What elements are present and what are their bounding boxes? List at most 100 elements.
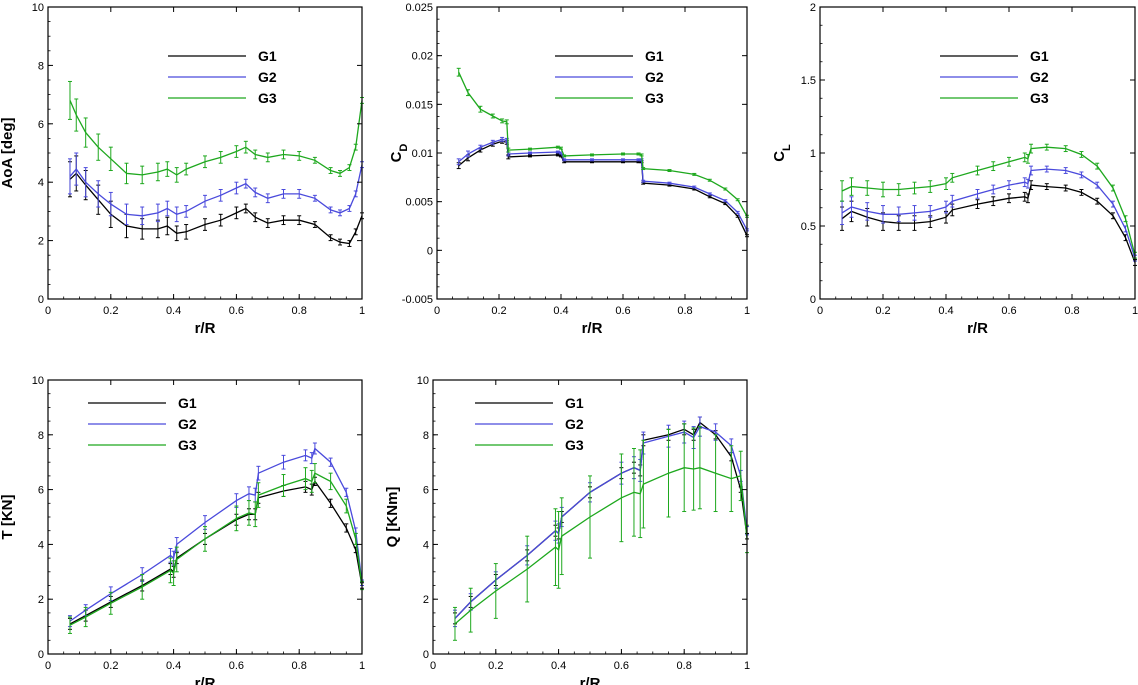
y-tick-label: 1 <box>810 148 816 160</box>
series-cl-g2 <box>840 165 1137 262</box>
series-cl-g3 <box>840 143 1137 259</box>
y-tick-label: 6 <box>38 119 44 131</box>
series-line-g1 <box>69 172 363 245</box>
x-axis-title: r/R <box>195 675 216 685</box>
x-tick-label: 0.4 <box>166 660 181 672</box>
legend-label-g2: G2 <box>565 416 584 432</box>
x-axis-title: r/R <box>967 320 988 337</box>
series-cl-g1 <box>840 180 1137 266</box>
legend: G1 G2 G3 <box>940 48 1049 106</box>
x-tick-label: 0 <box>430 660 436 672</box>
legend-label-g1: G1 <box>258 48 277 64</box>
y-tick-label: -0.005 <box>402 294 433 306</box>
legend-label-g1: G1 <box>178 395 197 411</box>
x-tick-label: 0.8 <box>677 660 692 672</box>
series-cd-g3 <box>456 67 749 218</box>
series-thrust-g2 <box>67 442 364 628</box>
series-aoa-g3 <box>67 80 364 185</box>
y-tick-label: 2 <box>38 236 44 248</box>
x-tick-label: 0.4 <box>166 305 181 317</box>
series-line-g3 <box>454 467 748 625</box>
legend-label-g2: G2 <box>1030 69 1049 85</box>
x-tick-label: 0.2 <box>875 305 890 317</box>
series-line-g1 <box>841 184 1136 263</box>
y-tick-label: 0.025 <box>405 2 433 14</box>
x-tick-label: 0.2 <box>103 305 118 317</box>
series-torque-g3 <box>452 423 749 641</box>
y-tick-label: 0.01 <box>412 148 433 160</box>
x-tick-label: 0.6 <box>614 660 629 672</box>
x-tick-label: 0.6 <box>229 660 244 672</box>
chart-panel-cd: 0 0.2 0.4 0.6 0.8 1-0.00500.0050.010.0150.020… <box>388 2 750 337</box>
legend: G1 G2 G3 <box>555 48 664 106</box>
series-line-g3 <box>458 71 748 217</box>
y-axis-title: CL <box>771 144 793 162</box>
series-line-g2 <box>458 138 748 231</box>
series-cd-g2 <box>456 136 749 232</box>
series-torque-g2 <box>452 416 749 628</box>
y-tick-label: 4 <box>38 539 44 551</box>
x-tick-label: 0 <box>434 305 440 317</box>
plot-frame <box>47 6 363 300</box>
x-tick-label: 0.2 <box>488 660 503 672</box>
legend: G1 G2 G3 <box>168 48 277 106</box>
legend-label-g2: G2 <box>178 416 197 432</box>
legend: G1 G2 G3 <box>475 395 584 453</box>
legend-label-g3: G3 <box>258 90 277 106</box>
y-tick-label: 0 <box>810 294 816 306</box>
legend-label-g2: G2 <box>645 69 664 85</box>
x-tick-label: 0.6 <box>615 305 630 317</box>
chart-panel-cl: 0 0.2 0.4 0.6 0.8 1 0 0.5 1 1.5 2 r/R CL G1 G2 G3 <box>771 2 1138 337</box>
series-line-g2 <box>69 447 363 622</box>
x-tick-label: 0.2 <box>491 305 506 317</box>
legend-label-g1: G1 <box>645 48 664 64</box>
x-tick-label: 1 <box>359 660 365 672</box>
y-tick-label: 6 <box>423 485 429 497</box>
x-tick-label: 1 <box>744 660 750 672</box>
x-tick-label: 1 <box>744 305 750 317</box>
y-tick-label: 0 <box>423 649 429 661</box>
x-tick-label: 0.4 <box>938 305 953 317</box>
series-line-g2 <box>454 425 748 619</box>
x-tick-label: 0 <box>45 305 51 317</box>
series-line-g1 <box>458 140 748 236</box>
legend: G1 G2 G3 <box>88 395 197 453</box>
y-tick-label: 0 <box>427 245 433 257</box>
y-tick-label: 2 <box>38 594 44 606</box>
plot-frame <box>819 6 1136 300</box>
legend-label-g1: G1 <box>1030 48 1049 64</box>
x-tick-label: 1 <box>1132 305 1138 317</box>
legend-label-g1: G1 <box>565 395 584 411</box>
y-tick-label: 4 <box>38 177 44 189</box>
y-axis-title: CD <box>388 144 410 163</box>
y-tick-label: 2 <box>423 594 429 606</box>
x-tick-label: 1 <box>359 305 365 317</box>
y-tick-label: 1.5 <box>801 75 816 87</box>
x-tick-label: 0.6 <box>229 305 244 317</box>
legend-label-g3: G3 <box>645 90 664 106</box>
x-tick-label: 0 <box>817 305 823 317</box>
plot-frame <box>436 6 748 300</box>
x-tick-label: 0.6 <box>1001 305 1016 317</box>
x-tick-label: 0.8 <box>292 305 307 317</box>
x-axis-title: r/R <box>582 320 603 337</box>
x-tick-label: 0.2 <box>103 660 118 672</box>
y-tick-label: 0.5 <box>801 221 816 233</box>
legend-label-g3: G3 <box>178 437 197 453</box>
y-axis-title: T [KN] <box>0 495 16 540</box>
y-tick-label: 8 <box>38 430 44 442</box>
series-thrust-g3 <box>67 463 364 634</box>
y-axis-title: AoA [deg] <box>0 117 16 188</box>
y-axis-title: Q [KNm] <box>384 487 401 548</box>
legend-label-g3: G3 <box>565 437 584 453</box>
x-axis-title: r/R <box>195 320 216 337</box>
y-tick-label: 2 <box>810 2 816 14</box>
y-tick-label: 10 <box>417 375 429 387</box>
y-tick-label: 0 <box>38 294 44 306</box>
series-line-g1 <box>69 480 363 625</box>
y-axis-title-subscript: L <box>781 144 793 151</box>
